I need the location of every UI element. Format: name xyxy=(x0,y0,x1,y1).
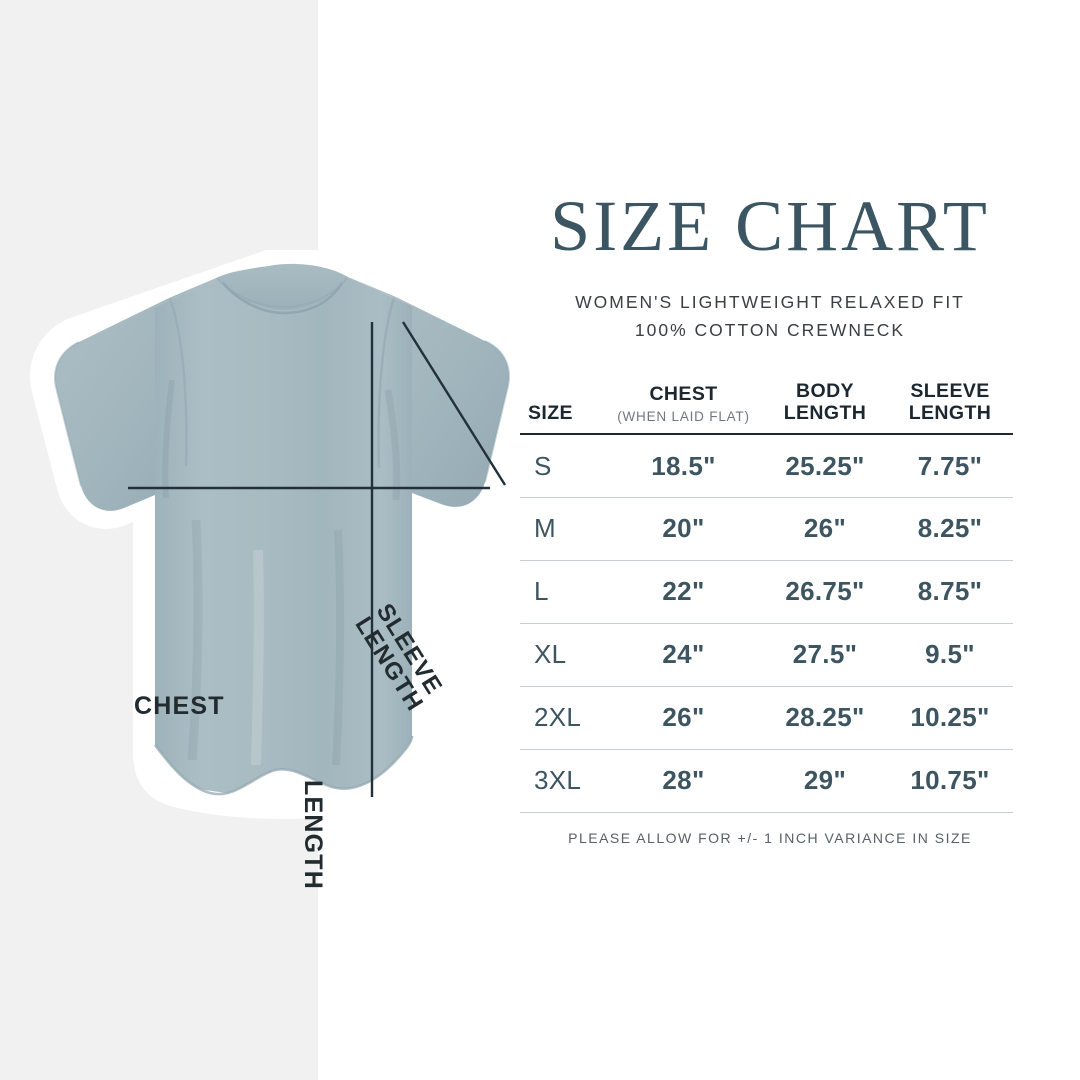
table-row: 3XL 28" 29" 10.75" xyxy=(520,749,1013,813)
column-header-sleeve-length: SLEEVE LENGTH xyxy=(887,379,1013,436)
cell-chest: 24" xyxy=(604,623,763,687)
column-header-sleeve-line2: LENGTH xyxy=(908,401,992,424)
cell-size: XL xyxy=(520,623,604,687)
cell-chest: 20" xyxy=(604,497,763,561)
cell-sleeve-length: 9.5" xyxy=(887,623,1013,687)
subtitle-line-2: 100% COTTON CREWNECK xyxy=(634,320,906,341)
table-row: XL 24" 27.5" 9.5" xyxy=(520,623,1013,687)
cell-body-length: 27.5" xyxy=(763,623,887,687)
variance-note: PLEASE ALLOW FOR +/- 1 INCH VARIANCE IN … xyxy=(568,829,972,846)
cell-chest: 22" xyxy=(604,560,763,624)
column-header-chest-sub: (WHEN LAID FLAT) xyxy=(617,409,750,425)
collar xyxy=(216,263,348,310)
body-length-measure-label: LENGTH xyxy=(299,780,327,890)
bottom-hem xyxy=(155,736,412,796)
cell-size: 3XL xyxy=(520,749,604,813)
cell-body-length: 28.25" xyxy=(763,686,887,750)
page-subtitle: WOMEN'S LIGHTWEIGHT RELAXED FIT 100% COT… xyxy=(520,288,1020,345)
bottom-hem-stitch xyxy=(153,735,414,796)
size-measurements-table: SIZE CHEST (WHEN LAID FLAT) BODY LENGTH … xyxy=(520,379,1013,813)
cell-sleeve-length: 10.75" xyxy=(887,749,1013,813)
page-title: SIZE CHART xyxy=(550,186,990,266)
cell-chest: 18.5" xyxy=(604,434,763,498)
column-header-sleeve-line1: SLEEVE xyxy=(910,379,990,402)
table-header: SIZE CHEST (WHEN LAID FLAT) BODY LENGTH … xyxy=(520,379,1013,436)
collar-ribbing xyxy=(222,282,344,315)
shirt-body xyxy=(155,267,412,796)
right-sleeve xyxy=(348,277,509,507)
left-sleeve-hem xyxy=(54,341,82,487)
cell-body-length: 26.75" xyxy=(763,560,887,624)
table-row: M 20" 26" 8.25" xyxy=(520,497,1013,561)
cell-body-length: 25.25" xyxy=(763,434,887,498)
cell-size: S xyxy=(520,434,604,498)
right-shoulder-seam xyxy=(377,297,396,469)
column-header-chest: CHEST (WHEN LAID FLAT) xyxy=(604,380,763,436)
table-row: L 22" 26.75" 8.75" xyxy=(520,560,1013,624)
cell-sleeve-length: 7.75" xyxy=(887,434,1013,498)
cell-sleeve-length: 8.75" xyxy=(887,560,1013,624)
cell-size: 2XL xyxy=(520,686,604,750)
left-sleeve xyxy=(55,278,216,511)
cell-sleeve-length: 8.25" xyxy=(887,497,1013,561)
cell-sleeve-length: 10.25" xyxy=(887,686,1013,750)
cell-size: L xyxy=(520,560,604,624)
right-sleeve-hem xyxy=(484,340,510,483)
sleeve-length-measure-line xyxy=(401,321,507,486)
column-header-body-line1: BODY xyxy=(796,379,854,402)
cell-chest: 28" xyxy=(604,749,763,813)
column-header-chest-main: CHEST xyxy=(649,383,718,406)
cell-chest: 26" xyxy=(604,686,763,750)
cell-size: M xyxy=(520,497,604,561)
size-chart-panel: SIZE CHART WOMEN'S LIGHTWEIGHT RELAXED F… xyxy=(520,190,1020,846)
chest-measure-label: CHEST xyxy=(134,692,225,720)
table-row: 2XL 26" 28.25" 10.25" xyxy=(520,686,1013,750)
column-header-body-length: BODY LENGTH xyxy=(763,379,887,436)
table-body: S 18.5" 25.25" 7.75" M 20" 26" 8.25" L 22" 26.75" 8… xyxy=(520,434,1013,813)
cell-body-length: 29" xyxy=(763,749,887,813)
left-shoulder-seam xyxy=(168,298,188,467)
cell-body-length: 26" xyxy=(763,497,887,561)
subtitle-line-1: WOMEN'S LIGHTWEIGHT RELAXED FIT xyxy=(575,292,965,312)
table-row: S 18.5" 25.25" 7.75" xyxy=(520,434,1013,498)
tshirt-illustration: CHEST LENGTH SLEEVE LENGTH xyxy=(20,250,540,890)
table-header-row: SIZE CHEST (WHEN LAID FLAT) BODY LENGTH … xyxy=(520,379,1013,436)
column-header-body-line2: LENGTH xyxy=(783,401,867,424)
collar-inner-edge xyxy=(216,277,348,308)
column-header-size: SIZE xyxy=(520,380,604,436)
